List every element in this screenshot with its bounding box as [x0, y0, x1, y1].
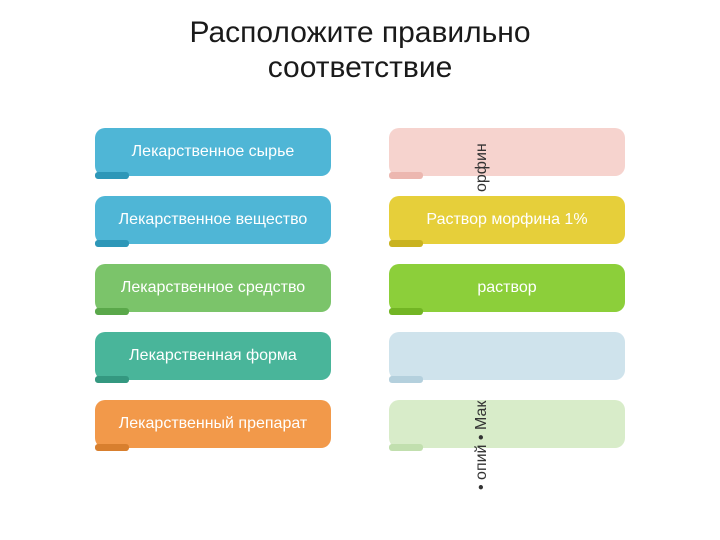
- right-item-1[interactable]: Раствор морфина 1%: [389, 196, 625, 244]
- left-column: Лекарственное сырье Лекарственное вещест…: [95, 128, 331, 448]
- left-item-label: Лекарственный препарат: [119, 415, 307, 433]
- right-item-3[interactable]: [389, 332, 625, 380]
- pill-tab: [95, 444, 129, 451]
- pill-tab: [95, 240, 129, 247]
- right-item-2[interactable]: раствор: [389, 264, 625, 312]
- left-item-label: Лекарственное вещество: [119, 211, 308, 229]
- slide-title: Расположите правильно соответствие: [0, 0, 720, 85]
- left-item-label: Лекарственное средство: [121, 279, 305, 297]
- right-item-4[interactable]: [389, 400, 625, 448]
- columns-wrap: Лекарственное сырье Лекарственное вещест…: [0, 128, 720, 448]
- pill-tab: [389, 308, 423, 315]
- left-item-4[interactable]: Лекарственный препарат: [95, 400, 331, 448]
- pill-tab: [389, 240, 423, 247]
- title-line1: Расположите правильно: [189, 16, 530, 49]
- right-item-label: раствор: [477, 279, 536, 297]
- pill-tab: [389, 172, 423, 179]
- pill-tab: [95, 308, 129, 315]
- right-item-0[interactable]: [389, 128, 625, 176]
- pill-tab: [95, 376, 129, 383]
- pill-tab: [389, 444, 423, 451]
- left-item-1[interactable]: Лекарственное вещество: [95, 196, 331, 244]
- right-item-label: Раствор морфина 1%: [426, 211, 587, 229]
- left-item-2[interactable]: Лекарственное средство: [95, 264, 331, 312]
- title-line2: соответствие: [268, 51, 453, 84]
- pill-tab: [389, 376, 423, 383]
- left-item-label: Лекарственная форма: [129, 347, 297, 365]
- left-item-3[interactable]: Лекарственная форма: [95, 332, 331, 380]
- left-item-0[interactable]: Лекарственное сырье: [95, 128, 331, 176]
- left-item-label: Лекарственное сырье: [132, 143, 295, 161]
- right-column: Раствор морфина 1% раствор: [389, 128, 625, 448]
- pill-tab: [95, 172, 129, 179]
